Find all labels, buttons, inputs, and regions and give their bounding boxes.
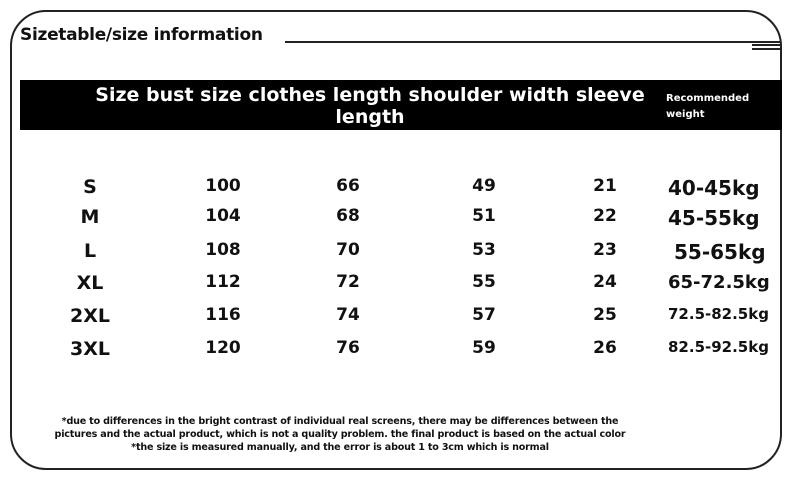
cell-shoulder-width: 53 — [472, 240, 496, 260]
cell-clothes-length: 66 — [336, 176, 360, 196]
cell-clothes-length: 74 — [336, 305, 360, 325]
cell-clothes-length: 72 — [336, 272, 360, 292]
cell-shoulder-width: 57 — [472, 305, 496, 325]
cell-clothes-length: 70 — [336, 240, 360, 260]
cell-shoulder-width: 59 — [472, 338, 496, 358]
divider — [285, 41, 780, 43]
cell-size: L — [83, 240, 97, 262]
cell-recommended-weight: 72.5-82.5kg — [668, 305, 769, 323]
cell-size: 3XL — [70, 338, 110, 360]
cell-shoulder-width: 55 — [472, 272, 496, 292]
cell-bust: 104 — [205, 206, 241, 226]
cell-sleeve-length: 25 — [593, 305, 617, 325]
table-row: XL 112 72 55 24 65-72.5kg — [0, 272, 790, 302]
cell-size: 2XL — [70, 305, 110, 327]
cell-bust: 100 — [205, 176, 241, 196]
header-columns: Size bust size clothes length shoulder w… — [95, 84, 645, 128]
table-row: M 104 68 51 22 45-55kg — [0, 206, 790, 236]
table-row: 2XL 116 74 57 25 72.5-82.5kg — [0, 305, 790, 335]
double-line-icon — [752, 44, 780, 52]
cell-shoulder-width: 51 — [472, 206, 496, 226]
cell-sleeve-length: 23 — [593, 240, 617, 260]
cell-shoulder-width: 49 — [472, 176, 496, 196]
cell-clothes-length: 68 — [336, 206, 360, 226]
cell-clothes-length: 76 — [336, 338, 360, 358]
cell-sleeve-length: 24 — [593, 272, 617, 292]
cell-bust: 116 — [205, 305, 241, 325]
disclaimer-note: *due to differences in the bright contra… — [54, 416, 626, 453]
page-title: Sizetable/size information — [20, 25, 263, 45]
cell-recommended-weight: 82.5-92.5kg — [668, 338, 769, 356]
cell-recommended-weight: 55-65kg — [674, 240, 766, 264]
cell-size: S — [83, 176, 97, 198]
cell-bust: 112 — [205, 272, 241, 292]
cell-recommended-weight: 65-72.5kg — [668, 272, 770, 293]
cell-sleeve-length: 21 — [593, 176, 617, 196]
table-header: Size bust size clothes length shoulder w… — [20, 80, 782, 130]
cell-size: XL — [76, 272, 104, 294]
cell-recommended-weight: 45-55kg — [668, 206, 760, 230]
cell-sleeve-length: 22 — [593, 206, 617, 226]
cell-recommended-weight: 40-45kg — [668, 176, 760, 200]
table-row: S 100 66 49 21 40-45kg — [0, 176, 790, 206]
cell-bust: 108 — [205, 240, 241, 260]
chart-frame — [10, 10, 782, 470]
header-recommended-weight: Recommended weight — [666, 93, 750, 120]
table-row: 3XL 120 76 59 26 82.5-92.5kg — [0, 338, 790, 368]
cell-sleeve-length: 26 — [593, 338, 617, 358]
table-row: L 108 70 53 23 55-65kg — [0, 240, 790, 270]
cell-bust: 120 — [205, 338, 241, 358]
cell-size: M — [80, 206, 100, 228]
